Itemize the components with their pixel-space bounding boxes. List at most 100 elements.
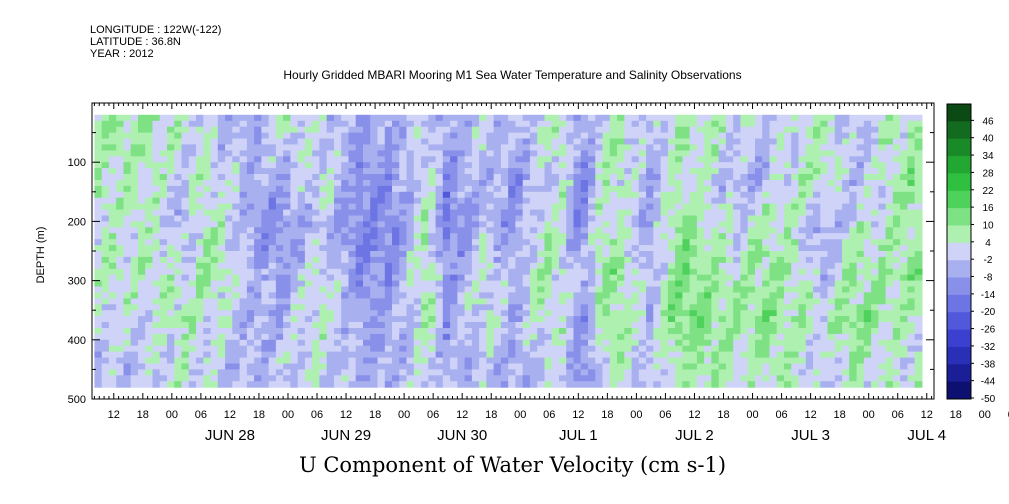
heatmap-cell	[399, 322, 408, 329]
heatmap-cell	[660, 132, 669, 140]
heatmap-cell	[602, 114, 611, 122]
heatmap-cell	[471, 138, 480, 145]
heatmap-cell	[559, 215, 567, 222]
heatmap-cell	[529, 298, 538, 305]
heatmap-cell	[377, 138, 386, 145]
heatmap-cell	[167, 132, 175, 140]
heatmap-cell	[849, 126, 858, 134]
heatmap-cell	[312, 180, 321, 187]
heatmap-cell	[566, 268, 575, 276]
heatmap-cell	[508, 114, 517, 122]
heatmap-cell	[820, 304, 829, 311]
heatmap-cell	[486, 333, 495, 341]
heatmap-cell	[254, 369, 262, 376]
heatmap-cell	[805, 132, 814, 140]
heatmap-cell	[116, 120, 125, 128]
heatmap-cell	[442, 369, 451, 376]
heatmap-cell	[275, 233, 284, 240]
heatmap-cell	[740, 280, 749, 288]
heatmap-cell	[334, 215, 342, 222]
heatmap-cell	[334, 333, 342, 341]
heatmap-cell	[363, 180, 371, 187]
heatmap-cell	[493, 221, 502, 228]
heatmap-cell	[399, 298, 408, 305]
heatmap-cell	[275, 227, 284, 234]
heatmap-cell	[304, 310, 313, 317]
heatmap-cell	[130, 251, 139, 258]
heatmap-cell	[101, 328, 110, 335]
heatmap-cell	[682, 227, 691, 234]
heatmap-cell	[355, 381, 364, 388]
heatmap-cell	[464, 310, 473, 317]
heatmap-cell	[617, 251, 625, 258]
heatmap-cell	[275, 298, 284, 305]
heatmap-cell	[762, 280, 771, 288]
heatmap-cell	[232, 333, 241, 341]
heatmap-cell	[348, 114, 357, 122]
heatmap-cell	[341, 286, 350, 293]
heatmap-cell	[196, 168, 204, 175]
heatmap-cell	[290, 156, 299, 163]
heatmap-cell	[130, 114, 139, 122]
heatmap-cell	[413, 316, 422, 323]
heatmap-cell	[580, 251, 589, 258]
heatmap-cell	[631, 310, 640, 317]
heatmap-cell	[457, 339, 466, 347]
heatmap-cell	[595, 114, 604, 122]
heatmap-cell	[392, 203, 400, 211]
heatmap-cell	[747, 286, 756, 293]
heatmap-cell	[653, 144, 662, 151]
heatmap-cell	[617, 162, 625, 169]
heatmap-cell	[370, 245, 379, 252]
heatmap-cell	[464, 322, 473, 329]
heatmap-cell	[696, 298, 705, 305]
heatmap-cell	[580, 132, 589, 140]
heatmap-cell	[559, 191, 567, 199]
heatmap-cell	[725, 209, 734, 217]
heatmap-cell	[246, 245, 255, 252]
heatmap-cell	[493, 310, 502, 317]
heatmap-cell	[602, 268, 611, 276]
heatmap-cell	[871, 215, 879, 222]
heatmap-cell	[725, 191, 734, 199]
heatmap-cell	[486, 120, 495, 128]
heatmap-cell	[747, 168, 756, 175]
heatmap-cell	[827, 357, 836, 365]
heatmap-cell	[471, 274, 480, 282]
heatmap-cell	[406, 120, 415, 128]
heatmap-cell	[813, 292, 821, 299]
heatmap-cell	[377, 268, 386, 276]
heatmap-cell	[384, 185, 393, 193]
heatmap-cell	[515, 322, 524, 329]
heatmap-cell	[537, 375, 546, 382]
heatmap-cell	[820, 375, 829, 382]
heatmap-cell	[805, 256, 814, 264]
heatmap-cell	[486, 375, 495, 382]
heatmap-cell	[188, 363, 197, 370]
heatmap-cell	[406, 203, 415, 211]
heatmap-cell	[573, 156, 582, 163]
heatmap-cell	[849, 197, 858, 205]
heatmap-cell	[667, 150, 676, 157]
heatmap-cell	[457, 375, 466, 382]
heatmap-cell	[319, 375, 328, 382]
heatmap-cell	[268, 304, 277, 311]
heatmap-cell	[181, 203, 190, 211]
heatmap-cell	[609, 286, 618, 293]
heatmap-cell	[225, 298, 233, 305]
heatmap-cell	[559, 357, 567, 365]
heatmap-cell	[631, 126, 640, 134]
heatmap-cell	[123, 138, 132, 145]
heatmap-cell	[733, 298, 742, 305]
heatmap-cell	[493, 215, 502, 222]
heatmap-cell	[486, 351, 495, 359]
heatmap-cell	[769, 304, 778, 311]
heatmap-cell	[348, 256, 357, 264]
heatmap-cell	[479, 180, 487, 187]
heatmap-cell	[348, 221, 357, 228]
heatmap-cell	[522, 245, 531, 252]
heatmap-cell	[617, 180, 625, 187]
heatmap-cell	[842, 357, 850, 365]
heatmap-cell	[210, 292, 219, 299]
heatmap-cell	[755, 162, 763, 169]
